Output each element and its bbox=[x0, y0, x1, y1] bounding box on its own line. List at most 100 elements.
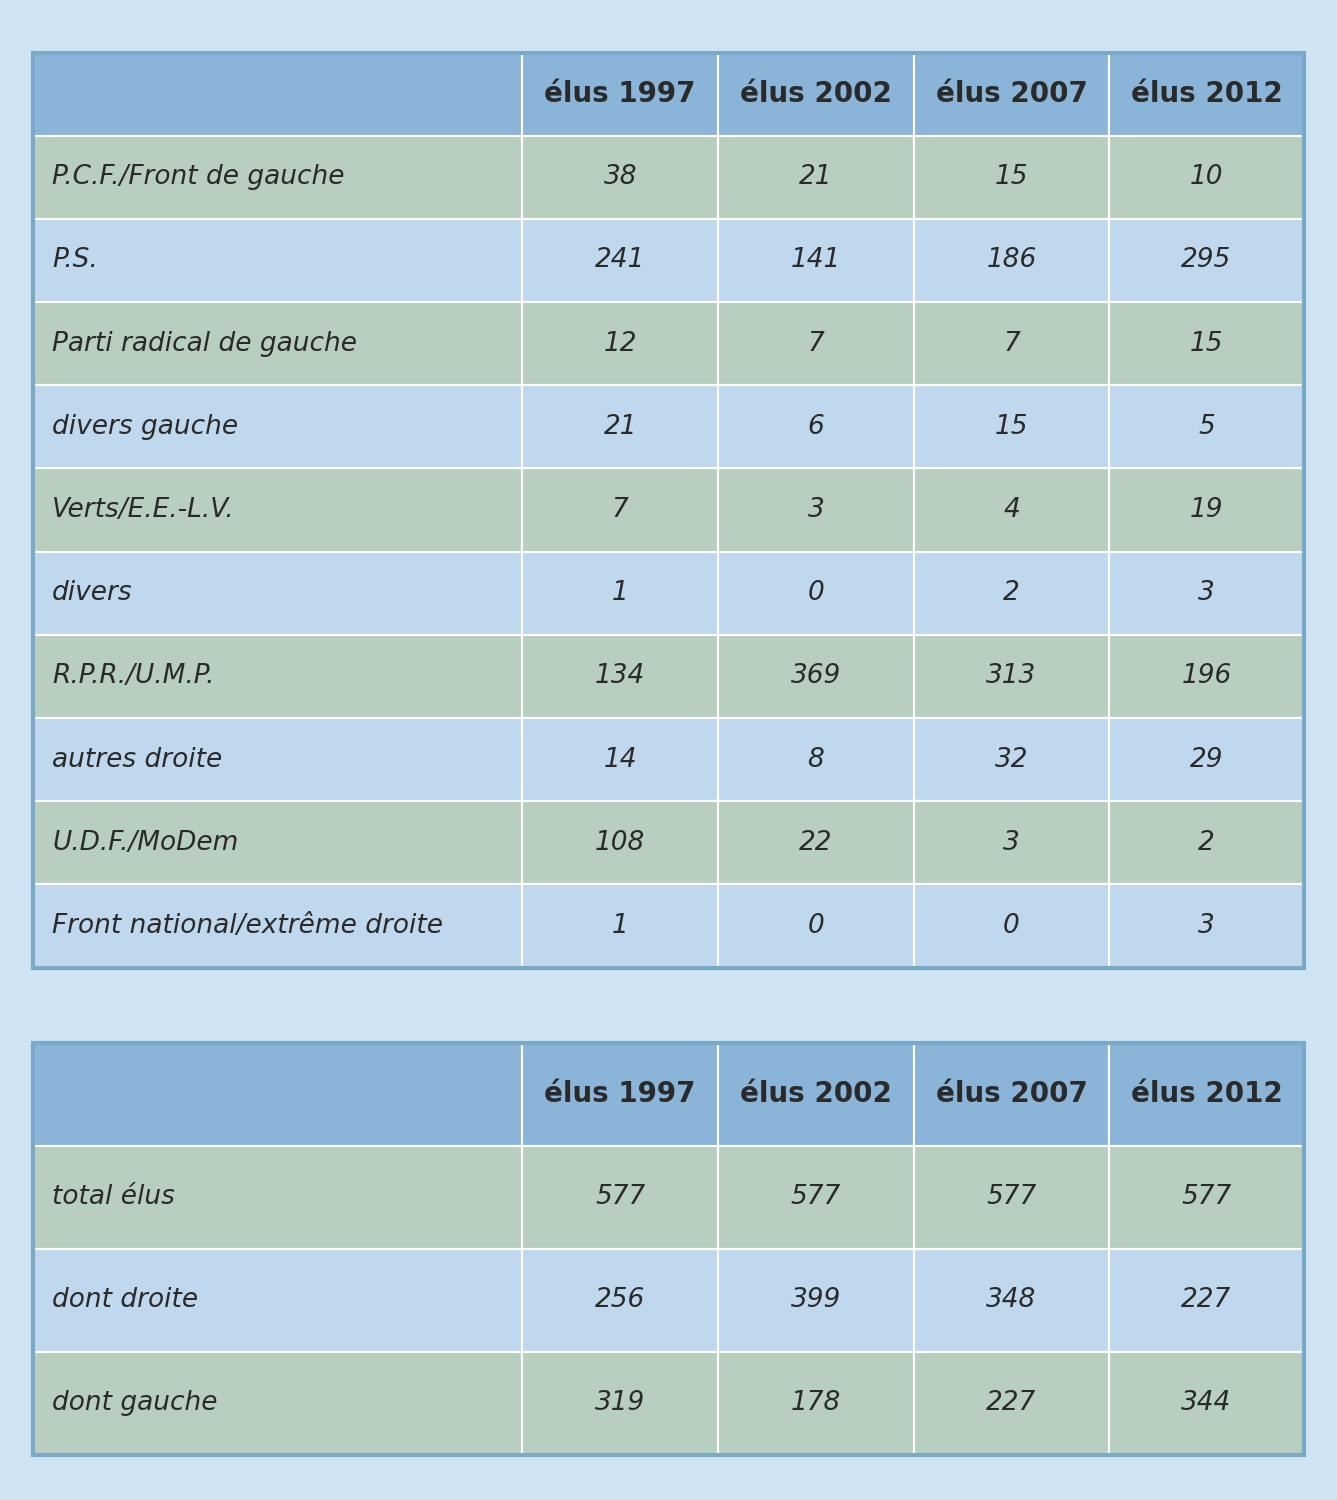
Text: 2: 2 bbox=[1003, 580, 1020, 606]
Text: 295: 295 bbox=[1182, 248, 1231, 273]
Text: P.S.: P.S. bbox=[52, 248, 98, 273]
Bar bbox=[523, 53, 718, 135]
Bar bbox=[33, 468, 523, 552]
Bar bbox=[33, 718, 523, 801]
Bar bbox=[1110, 302, 1304, 386]
Bar bbox=[718, 1248, 913, 1352]
Text: 38: 38 bbox=[603, 165, 636, 190]
Text: 0: 0 bbox=[808, 914, 824, 939]
Bar bbox=[523, 885, 718, 968]
Bar bbox=[718, 135, 913, 219]
Bar bbox=[523, 1146, 718, 1248]
Text: 196: 196 bbox=[1182, 663, 1231, 690]
Text: 348: 348 bbox=[987, 1287, 1036, 1314]
Bar bbox=[913, 1042, 1110, 1146]
Text: 577: 577 bbox=[987, 1184, 1036, 1210]
Bar bbox=[913, 885, 1110, 968]
Text: 227: 227 bbox=[1182, 1287, 1231, 1314]
Bar bbox=[1110, 135, 1304, 219]
Text: élus 2012: élus 2012 bbox=[1131, 80, 1282, 108]
Text: 3: 3 bbox=[808, 496, 824, 523]
Text: 241: 241 bbox=[595, 248, 646, 273]
Bar bbox=[913, 53, 1110, 135]
Bar bbox=[913, 1352, 1110, 1455]
Text: divers: divers bbox=[52, 580, 132, 606]
Bar bbox=[913, 219, 1110, 302]
Text: 21: 21 bbox=[800, 165, 833, 190]
Bar bbox=[1110, 53, 1304, 135]
Bar bbox=[1110, 1042, 1304, 1146]
Bar bbox=[1110, 885, 1304, 968]
Text: 12: 12 bbox=[603, 330, 636, 357]
Text: 369: 369 bbox=[790, 663, 841, 690]
Bar bbox=[523, 801, 718, 885]
Text: 7: 7 bbox=[612, 496, 628, 523]
Bar bbox=[913, 135, 1110, 219]
Bar bbox=[33, 885, 523, 968]
Text: 29: 29 bbox=[1190, 747, 1223, 772]
Bar bbox=[523, 1352, 718, 1455]
Bar bbox=[913, 1146, 1110, 1248]
Text: dont gauche: dont gauche bbox=[52, 1390, 218, 1416]
Bar bbox=[33, 1248, 523, 1352]
Bar bbox=[718, 1042, 913, 1146]
Text: 134: 134 bbox=[595, 663, 646, 690]
Bar bbox=[913, 552, 1110, 634]
Text: 8: 8 bbox=[808, 747, 824, 772]
Bar bbox=[33, 219, 523, 302]
Text: 1: 1 bbox=[612, 914, 628, 939]
Text: U.D.F./MoDem: U.D.F./MoDem bbox=[52, 830, 238, 855]
Bar bbox=[523, 1248, 718, 1352]
Bar bbox=[913, 801, 1110, 885]
Bar bbox=[523, 219, 718, 302]
Text: 577: 577 bbox=[595, 1184, 646, 1210]
Text: élus 2002: élus 2002 bbox=[739, 1080, 892, 1108]
Bar bbox=[1110, 718, 1304, 801]
Text: 313: 313 bbox=[987, 663, 1036, 690]
Text: 141: 141 bbox=[790, 248, 841, 273]
Bar bbox=[33, 1146, 523, 1248]
Text: 577: 577 bbox=[1182, 1184, 1231, 1210]
Bar bbox=[33, 552, 523, 634]
Bar bbox=[33, 1352, 523, 1455]
Bar bbox=[913, 302, 1110, 386]
Text: 1: 1 bbox=[612, 580, 628, 606]
Text: dont droite: dont droite bbox=[52, 1287, 198, 1314]
Text: 0: 0 bbox=[808, 580, 824, 606]
Bar bbox=[718, 386, 913, 468]
Bar bbox=[913, 386, 1110, 468]
Bar bbox=[523, 302, 718, 386]
Text: 344: 344 bbox=[1182, 1390, 1231, 1416]
Text: élus 2007: élus 2007 bbox=[936, 1080, 1087, 1108]
Text: 10: 10 bbox=[1190, 165, 1223, 190]
Text: 399: 399 bbox=[790, 1287, 841, 1314]
Bar bbox=[718, 468, 913, 552]
Text: 15: 15 bbox=[995, 165, 1028, 190]
Bar bbox=[523, 135, 718, 219]
Bar bbox=[1110, 634, 1304, 718]
Bar bbox=[718, 552, 913, 634]
Text: Verts/E.E.-L.V.: Verts/E.E.-L.V. bbox=[52, 496, 235, 523]
Text: 15: 15 bbox=[995, 414, 1028, 440]
Text: 7: 7 bbox=[1003, 330, 1020, 357]
Text: 19: 19 bbox=[1190, 496, 1223, 523]
Text: Parti radical de gauche: Parti radical de gauche bbox=[52, 330, 357, 357]
Bar bbox=[523, 718, 718, 801]
Text: élus 2002: élus 2002 bbox=[739, 80, 892, 108]
Text: divers gauche: divers gauche bbox=[52, 414, 238, 440]
Bar bbox=[33, 53, 523, 135]
Text: 4: 4 bbox=[1003, 496, 1020, 523]
Bar bbox=[1110, 1352, 1304, 1455]
Bar bbox=[718, 718, 913, 801]
Text: 15: 15 bbox=[1190, 330, 1223, 357]
Text: élus 1997: élus 1997 bbox=[544, 1080, 697, 1108]
Text: R.P.R./U.M.P.: R.P.R./U.M.P. bbox=[52, 663, 214, 690]
Text: élus 2007: élus 2007 bbox=[936, 80, 1087, 108]
Text: élus 2012: élus 2012 bbox=[1131, 1080, 1282, 1108]
Text: 22: 22 bbox=[800, 830, 833, 855]
Text: élus 1997: élus 1997 bbox=[544, 80, 697, 108]
Bar bbox=[718, 1352, 913, 1455]
Text: 5: 5 bbox=[1198, 414, 1215, 440]
Text: 3: 3 bbox=[1198, 580, 1215, 606]
Text: 108: 108 bbox=[595, 830, 646, 855]
